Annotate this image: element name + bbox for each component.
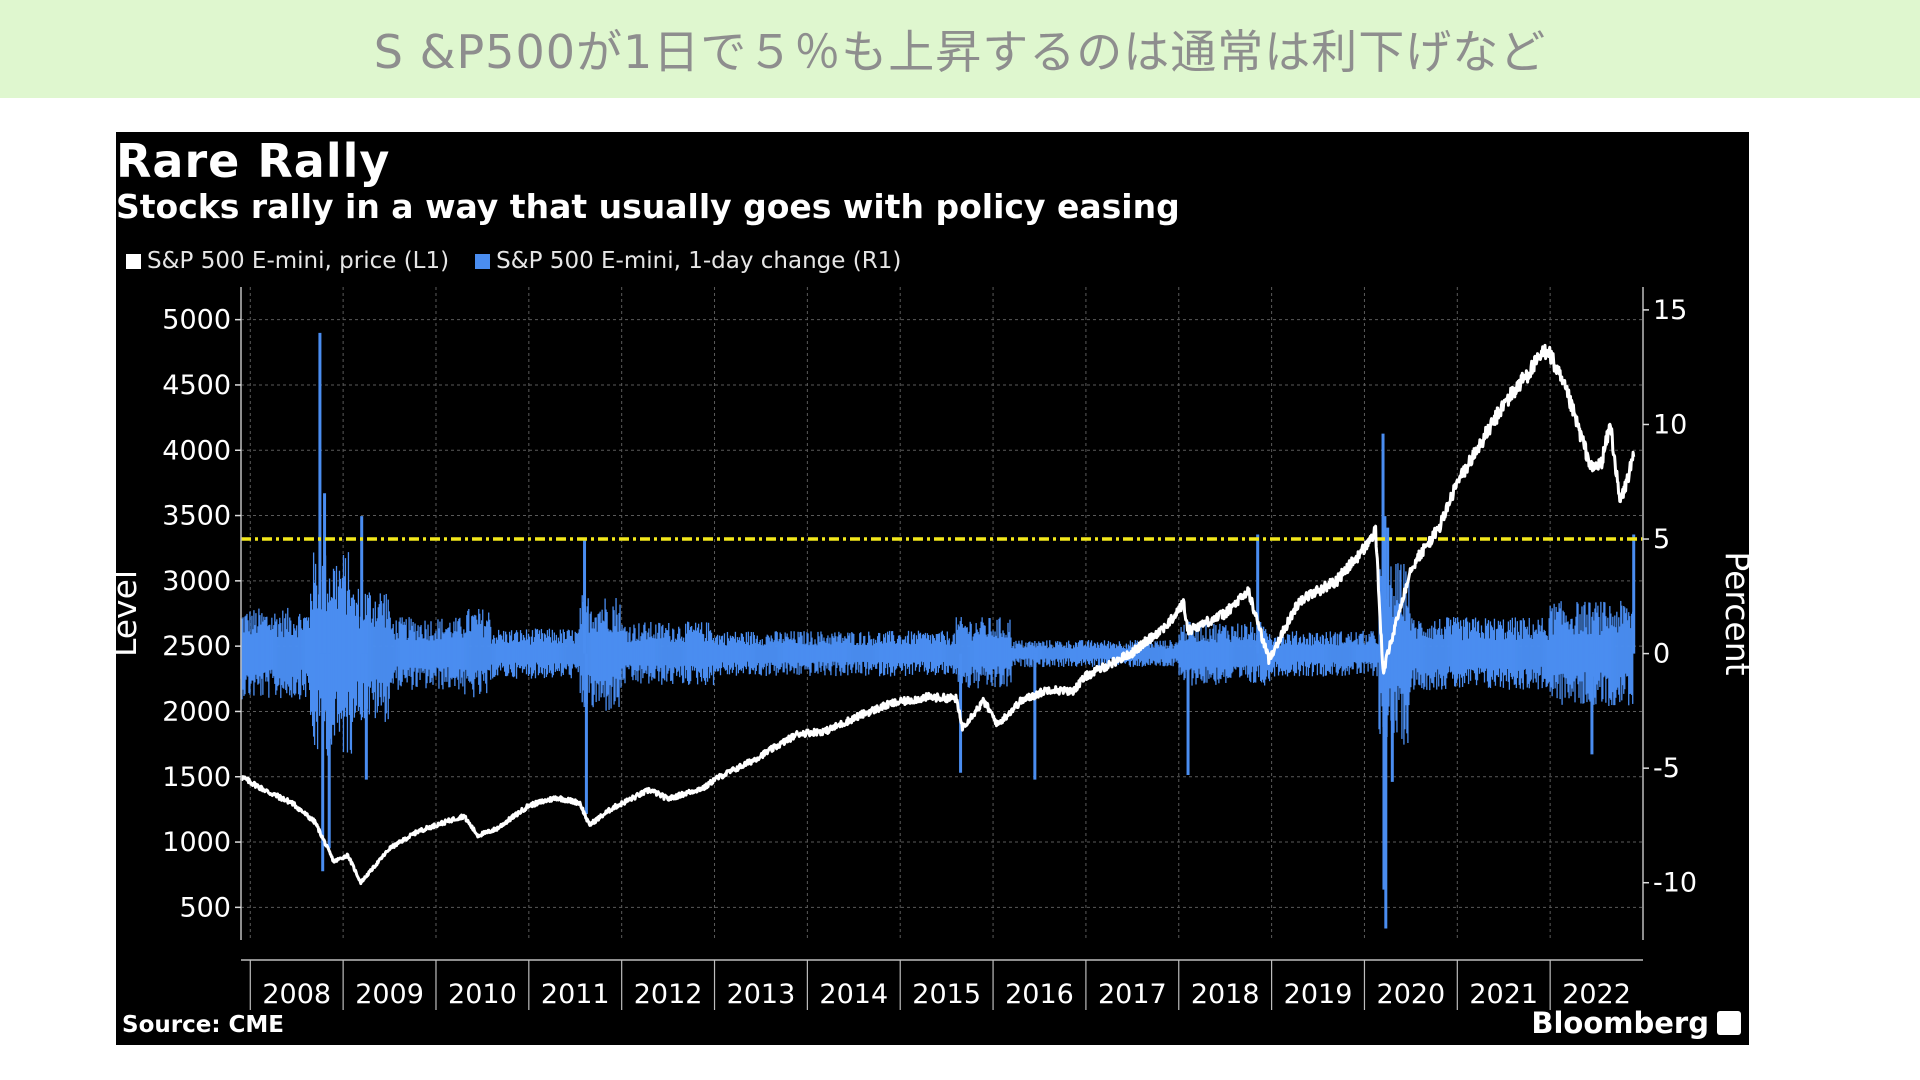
brand-logo-text: Bloomberg	[1531, 1006, 1709, 1040]
left-tick-label: 3000	[162, 566, 231, 597]
x-tick-label: 2011	[541, 979, 610, 1010]
x-tick-label: 2017	[1098, 979, 1167, 1010]
right-tick-label: 10	[1653, 409, 1687, 440]
price-line-group	[239, 343, 1636, 886]
left-tick-label: 1000	[162, 827, 231, 858]
legend-label-change: S&P 500 E-mini, 1-day change (R1)	[496, 248, 902, 274]
x-tick-label: 2012	[634, 979, 703, 1010]
legend-swatch-price	[126, 253, 141, 269]
bloomberg-chart-icon	[1717, 1011, 1741, 1035]
x-tick-label: 2019	[1284, 979, 1353, 1010]
right-tick-label: -10	[1653, 868, 1697, 899]
change-bars-background	[240, 552, 1634, 756]
x-tick-label: 2014	[819, 979, 888, 1010]
x-tick-label: 2020	[1377, 979, 1446, 1010]
x-tick-label: 2008	[262, 979, 331, 1010]
grid-lines	[241, 287, 1644, 940]
right-tick-label: 5	[1653, 524, 1670, 555]
headline-text: S &P500が1日で５％も上昇するのは通常は利下げなど	[373, 25, 1547, 79]
x-tick-label: 2022	[1562, 979, 1631, 1010]
legend-item-price: S&P 500 E-mini, price (L1)	[126, 248, 449, 274]
source-note: Source: CME	[122, 1012, 284, 1038]
left-tick-label: 4000	[162, 435, 231, 466]
right-tick-label: 0	[1653, 639, 1670, 670]
left-tick-label: 1500	[162, 762, 231, 793]
legend: S&P 500 E-mini, price (L1) S&P 500 E-min…	[126, 248, 927, 274]
headline-banner: S &P500が1日で５％も上昇するのは通常は利下げなど	[0, 0, 1920, 98]
left-tick-label: 3500	[162, 501, 231, 532]
x-tick-label: 2021	[1469, 979, 1538, 1010]
left-tick-label: 2000	[162, 696, 231, 727]
left-tick-label: 500	[179, 892, 231, 923]
change-bars-spikes	[318, 332, 1636, 929]
left-axis-title: Level	[116, 570, 144, 657]
chart-panel: Rare Rally Stocks rally in a way that us…	[116, 132, 1749, 1045]
left-tick-label: 4500	[162, 370, 231, 401]
x-tick-label: 2009	[355, 979, 424, 1010]
legend-item-change: S&P 500 E-mini, 1-day change (R1)	[475, 248, 901, 274]
x-tick-label: 2016	[1005, 979, 1074, 1010]
left-tick-label: 2500	[162, 631, 231, 662]
right-tick-label: 15	[1653, 295, 1687, 326]
right-axis-title: Percent	[1718, 551, 1749, 675]
left-tick-label: 5000	[162, 305, 231, 336]
right-tick-label: -5	[1653, 753, 1680, 784]
price-line	[239, 343, 1636, 886]
x-tick-label: 2010	[448, 979, 517, 1010]
chart-title: Rare Rally	[116, 134, 391, 188]
axes: 5000 4500 4000 3500 3000 2500 2000 1500 1000 500 1…	[116, 287, 1749, 1010]
chart-subtitle: Stocks rally in a way that usually goes …	[116, 187, 1180, 226]
x-tick-label: 2013	[727, 979, 796, 1010]
legend-swatch-change	[475, 253, 491, 269]
x-tick-label: 2015	[912, 979, 981, 1010]
x-tick-label: 2018	[1191, 979, 1260, 1010]
legend-label-price: S&P 500 E-mini, price (L1)	[147, 248, 450, 274]
chart-plot: 5000 4500 4000 3500 3000 2500 2000 1500 1000 500 1…	[116, 287, 1749, 1010]
